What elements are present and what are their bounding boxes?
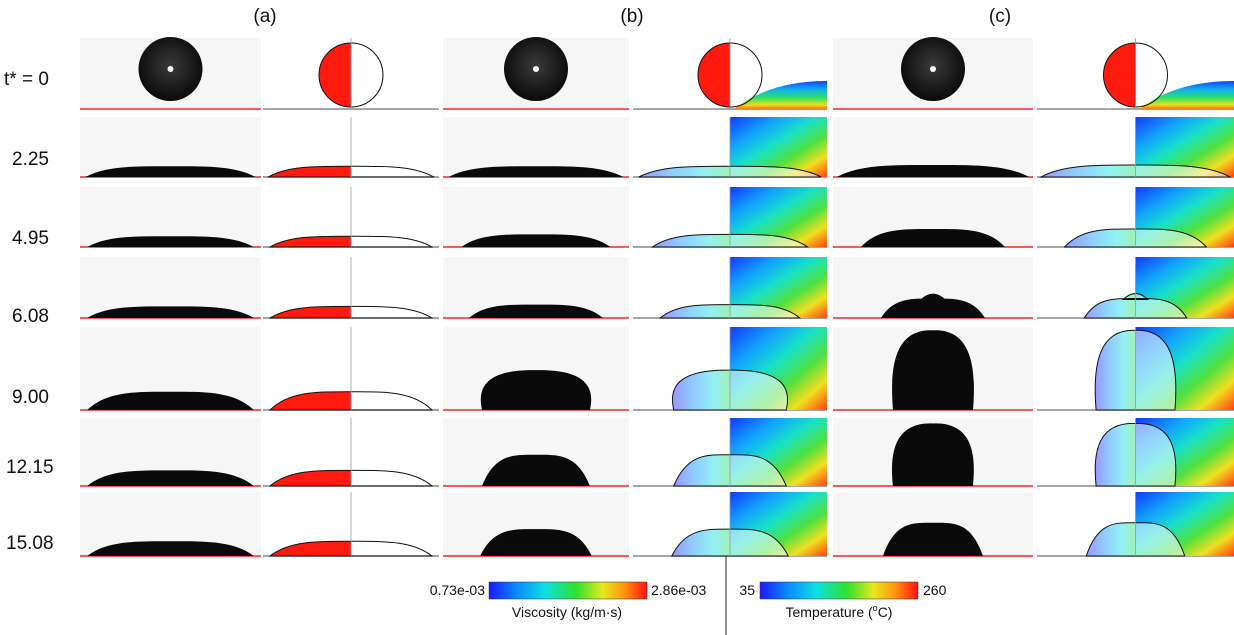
temperature-field bbox=[1139, 81, 1234, 109]
viscosity-half bbox=[270, 470, 351, 486]
droplet-highlight bbox=[167, 66, 174, 72]
viscosity-half bbox=[270, 306, 351, 318]
viscosity-half bbox=[270, 391, 351, 410]
droplet-photo bbox=[85, 166, 256, 177]
droplet-photo bbox=[87, 470, 254, 486]
droplet-photo bbox=[87, 236, 254, 247]
viscosity-half bbox=[270, 236, 351, 247]
temperature-title-prefix: Temperature ( bbox=[786, 604, 873, 620]
panel-label-a: (a) bbox=[253, 6, 276, 27]
viscosity-min-label: 0.73e-03 bbox=[430, 582, 485, 598]
droplet-photo bbox=[469, 304, 603, 318]
figure-grid bbox=[80, 37, 1234, 557]
viscosity-color-scale bbox=[488, 581, 648, 600]
temperature-title: Temperature (oC) bbox=[786, 603, 893, 620]
droplet-photo bbox=[87, 541, 254, 556]
panel-label-b: (b) bbox=[620, 6, 643, 27]
droplet-photo bbox=[87, 391, 254, 410]
droplet-photo bbox=[892, 423, 974, 486]
droplet-photo bbox=[480, 370, 592, 410]
droplet-photo bbox=[461, 234, 611, 247]
temperature-max-label: 260 bbox=[923, 582, 947, 598]
temperature-min-label: 35 bbox=[739, 582, 755, 598]
time-label-0: t* = 0 bbox=[4, 69, 49, 90]
droplet-photo bbox=[482, 454, 590, 486]
time-label-5: 12.15 bbox=[6, 457, 54, 478]
droplet-highlight bbox=[533, 66, 539, 72]
droplet-photo bbox=[892, 330, 974, 410]
viscosity-half bbox=[270, 541, 351, 556]
viscosity-half bbox=[268, 166, 351, 177]
droplet-photo bbox=[87, 306, 254, 318]
viscosity-title: Viscosity (kg/m·s) bbox=[512, 604, 622, 620]
viscosity-half bbox=[319, 43, 351, 107]
viscosity-half bbox=[1103, 43, 1136, 107]
droplet-photo bbox=[448, 166, 624, 177]
time-label-3: 6.08 bbox=[12, 306, 49, 327]
temperature-unit: C) bbox=[878, 604, 893, 620]
time-label-6: 15.08 bbox=[6, 533, 54, 554]
droplet-photo bbox=[883, 522, 983, 556]
droplet-photo bbox=[861, 228, 1005, 247]
time-label-1: 2.25 bbox=[12, 149, 49, 170]
time-label-4: 9.00 bbox=[12, 387, 49, 408]
temperature-color-scale bbox=[759, 581, 919, 600]
viscosity-half bbox=[698, 43, 730, 107]
droplet-photo bbox=[837, 164, 1029, 177]
droplet-photo bbox=[881, 293, 985, 318]
droplet-photo bbox=[480, 529, 592, 556]
viscosity-colorbar: 0.73e-03 2.86e-03 Viscosity (kg/m·s) bbox=[430, 581, 706, 620]
temperature-field bbox=[734, 81, 827, 109]
temperature-unit-sup: o bbox=[873, 603, 878, 613]
temperature-colorbar: 35 260 Temperature (oC) bbox=[739, 581, 947, 620]
panel-label-c: (c) bbox=[989, 6, 1011, 27]
droplet-highlight bbox=[930, 66, 936, 72]
time-label-2: 4.95 bbox=[12, 228, 49, 249]
viscosity-max-label: 2.86e-03 bbox=[651, 582, 706, 598]
